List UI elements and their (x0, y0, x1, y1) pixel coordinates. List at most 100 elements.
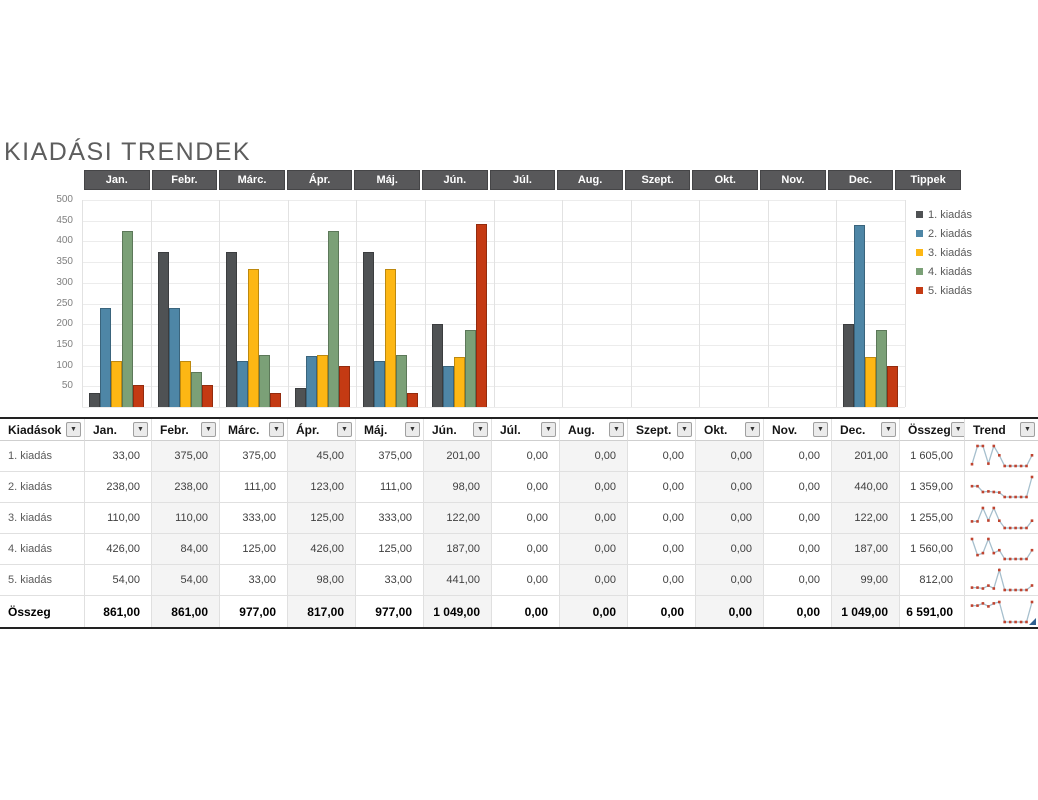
tab-jn[interactable]: Jún. (422, 170, 488, 190)
value-cell[interactable]: 0,00 (696, 441, 764, 472)
tab-nov[interactable]: Nov. (760, 170, 826, 190)
value-cell[interactable]: 0,00 (560, 441, 628, 472)
value-cell[interactable]: 33,00 (356, 565, 424, 596)
value-cell[interactable]: 238,00 (85, 472, 152, 503)
value-cell[interactable]: 375,00 (152, 441, 220, 472)
value-cell[interactable]: 0,00 (492, 503, 560, 534)
tab-mrc[interactable]: Márc. (219, 170, 285, 190)
value-cell[interactable]: 110,00 (85, 503, 152, 534)
value-cell[interactable]: 426,00 (288, 534, 356, 565)
value-cell[interactable]: 0,00 (628, 472, 696, 503)
value-cell[interactable]: 0,00 (628, 503, 696, 534)
row-label[interactable]: 3. kiadás (0, 503, 85, 534)
row-label[interactable]: 2. kiadás (0, 472, 85, 503)
filter-dropdown-icon[interactable]: ▼ (541, 422, 556, 437)
value-cell[interactable]: 54,00 (152, 565, 220, 596)
value-cell[interactable]: 125,00 (220, 534, 288, 565)
filter-dropdown-icon[interactable]: ▼ (881, 422, 896, 437)
value-cell[interactable]: 238,00 (152, 472, 220, 503)
value-cell[interactable]: 1 049,00 (424, 596, 492, 627)
tab-szept[interactable]: Szept. (624, 170, 691, 190)
tab-jan[interactable]: Jan. (84, 170, 150, 190)
value-cell[interactable]: 0,00 (764, 503, 832, 534)
total-cell[interactable]: 1 359,00 (900, 472, 965, 503)
value-cell[interactable]: 98,00 (288, 565, 356, 596)
total-cell[interactable]: 1 560,00 (900, 534, 965, 565)
tab-dec[interactable]: Dec. (827, 170, 894, 190)
filter-dropdown-icon[interactable]: ▼ (337, 422, 352, 437)
value-cell[interactable]: 861,00 (152, 596, 220, 627)
value-cell[interactable]: 122,00 (424, 503, 492, 534)
value-cell[interactable]: 440,00 (832, 472, 900, 503)
value-cell[interactable]: 0,00 (492, 596, 560, 627)
filter-dropdown-icon[interactable]: ▼ (950, 422, 964, 437)
value-cell[interactable]: 0,00 (560, 503, 628, 534)
tab-mj[interactable]: Máj. (354, 170, 421, 190)
value-cell[interactable]: 125,00 (356, 534, 424, 565)
value-cell[interactable]: 375,00 (220, 441, 288, 472)
row-label[interactable]: 5. kiadás (0, 565, 85, 596)
value-cell[interactable]: 98,00 (424, 472, 492, 503)
filter-dropdown-icon[interactable]: ▼ (813, 422, 828, 437)
tab-okt[interactable]: Okt. (692, 170, 759, 190)
value-cell[interactable]: 0,00 (764, 441, 832, 472)
value-cell[interactable]: 111,00 (220, 472, 288, 503)
total-cell[interactable]: 812,00 (900, 565, 965, 596)
value-cell[interactable]: 0,00 (492, 441, 560, 472)
value-cell[interactable]: 111,00 (356, 472, 424, 503)
value-cell[interactable]: 0,00 (696, 534, 764, 565)
value-cell[interactable]: 0,00 (560, 534, 628, 565)
value-cell[interactable]: 125,00 (288, 503, 356, 534)
value-cell[interactable]: 977,00 (220, 596, 288, 627)
value-cell[interactable]: 0,00 (764, 534, 832, 565)
tab-febr[interactable]: Febr. (151, 170, 218, 190)
value-cell[interactable]: 0,00 (560, 565, 628, 596)
value-cell[interactable]: 0,00 (696, 565, 764, 596)
value-cell[interactable]: 333,00 (356, 503, 424, 534)
value-cell[interactable]: 861,00 (85, 596, 152, 627)
value-cell[interactable]: 45,00 (288, 441, 356, 472)
value-cell[interactable]: 187,00 (832, 534, 900, 565)
value-cell[interactable]: 0,00 (560, 472, 628, 503)
value-cell[interactable]: 0,00 (764, 596, 832, 627)
tab-aug[interactable]: Aug. (557, 170, 623, 190)
value-cell[interactable]: 123,00 (288, 472, 356, 503)
value-cell[interactable]: 0,00 (628, 441, 696, 472)
value-cell[interactable]: 817,00 (288, 596, 356, 627)
value-cell[interactable]: 0,00 (628, 534, 696, 565)
filter-dropdown-icon[interactable]: ▼ (473, 422, 488, 437)
filter-dropdown-icon[interactable]: ▼ (269, 422, 284, 437)
value-cell[interactable]: 375,00 (356, 441, 424, 472)
value-cell[interactable]: 201,00 (832, 441, 900, 472)
total-cell[interactable]: 1 605,00 (900, 441, 965, 472)
value-cell[interactable]: 33,00 (85, 441, 152, 472)
value-cell[interactable]: 122,00 (832, 503, 900, 534)
row-label[interactable]: Összeg (0, 596, 85, 627)
total-cell[interactable]: 1 255,00 (900, 503, 965, 534)
value-cell[interactable]: 0,00 (764, 472, 832, 503)
table-resize-handle[interactable] (1029, 618, 1036, 625)
value-cell[interactable]: 441,00 (424, 565, 492, 596)
tab-pr[interactable]: Ápr. (286, 170, 353, 190)
value-cell[interactable]: 0,00 (696, 503, 764, 534)
value-cell[interactable]: 201,00 (424, 441, 492, 472)
tab-tippek[interactable]: Tippek (895, 170, 961, 190)
filter-dropdown-icon[interactable]: ▼ (677, 422, 692, 437)
filter-dropdown-icon[interactable]: ▼ (745, 422, 760, 437)
value-cell[interactable]: 0,00 (764, 565, 832, 596)
filter-dropdown-icon[interactable]: ▼ (133, 422, 148, 437)
value-cell[interactable]: 333,00 (220, 503, 288, 534)
value-cell[interactable]: 187,00 (424, 534, 492, 565)
value-cell[interactable]: 0,00 (696, 596, 764, 627)
value-cell[interactable]: 1 049,00 (832, 596, 900, 627)
value-cell[interactable]: 0,00 (628, 596, 696, 627)
total-cell[interactable]: 6 591,00 (900, 596, 965, 627)
value-cell[interactable]: 99,00 (832, 565, 900, 596)
row-label[interactable]: 1. kiadás (0, 441, 85, 472)
filter-dropdown-icon[interactable]: ▼ (405, 422, 420, 437)
value-cell[interactable]: 0,00 (560, 596, 628, 627)
value-cell[interactable]: 426,00 (85, 534, 152, 565)
value-cell[interactable]: 54,00 (85, 565, 152, 596)
value-cell[interactable]: 0,00 (492, 565, 560, 596)
tab-jl[interactable]: Júl. (489, 170, 556, 190)
